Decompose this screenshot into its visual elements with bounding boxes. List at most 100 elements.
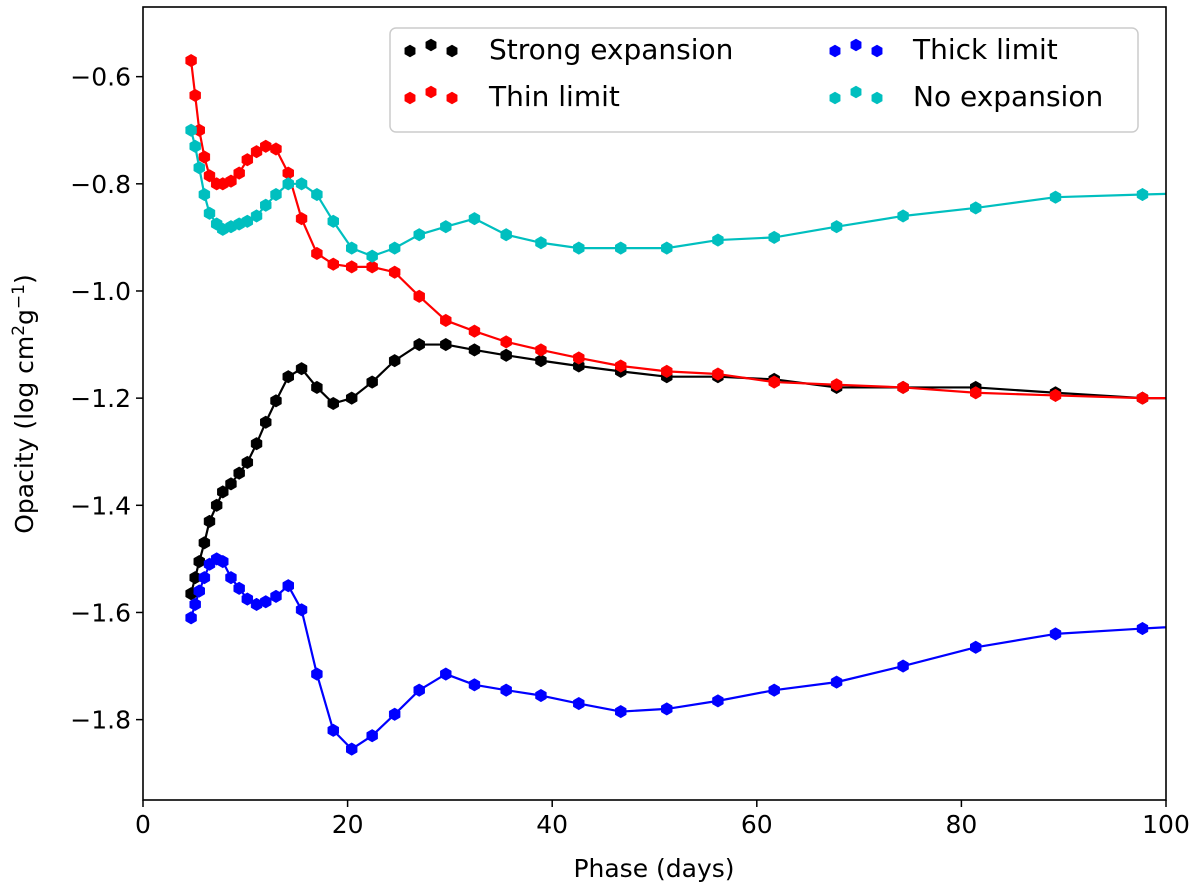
legend-entry: Thin limit: [404, 80, 620, 113]
series-layer: [185, 53, 1166, 756]
data-point: [535, 343, 547, 357]
data-point: [388, 354, 401, 368]
data-point: [366, 260, 378, 274]
data-point: [440, 337, 452, 352]
legend-label: Thick limit: [912, 33, 1058, 66]
data-point: [327, 723, 339, 737]
legend-marker: [850, 38, 862, 52]
data-point: [203, 206, 216, 220]
data-point: [193, 554, 205, 569]
x-tick-label: 100: [1142, 810, 1190, 839]
data-point: [198, 187, 211, 202]
data-point: [241, 455, 254, 470]
data-point: [345, 391, 358, 405]
legend-marker: [871, 44, 883, 58]
x-axis: 0 20 40 60 80 100: [135, 800, 1190, 839]
data-point: [311, 667, 323, 681]
data-point: [661, 364, 673, 378]
data-point: [225, 571, 237, 585]
legend-entry: Strong expansion: [404, 33, 733, 66]
data-point: [233, 581, 245, 595]
data-point: [241, 592, 254, 606]
x-tick-label: 80: [945, 810, 977, 839]
data-point: [413, 683, 425, 697]
series-line: [190, 557, 1166, 751]
legend-marker: [446, 44, 458, 58]
data-point: [468, 324, 481, 338]
data-point: [295, 603, 308, 617]
data-point: [203, 514, 216, 528]
data-point: [260, 198, 272, 212]
y-axis-label: Opacity (log cm2g−1): [9, 274, 39, 534]
data-point: [270, 187, 282, 202]
data-point: [388, 241, 401, 255]
data-point: [413, 228, 425, 242]
data-point: [250, 437, 263, 451]
data-point: [260, 415, 272, 429]
data-point: [185, 611, 197, 625]
data-point: [327, 396, 339, 411]
data-point: [535, 354, 547, 368]
data-point: [768, 683, 780, 697]
data-point: [295, 177, 308, 191]
data-point: [241, 153, 254, 167]
legend-label: Thin limit: [488, 80, 620, 113]
data-point: [233, 466, 245, 480]
data-point: [282, 370, 294, 384]
series-line: [190, 129, 1166, 258]
data-point: [468, 343, 481, 357]
x-tick-label: 0: [135, 810, 151, 839]
x-tick-label: 40: [536, 810, 568, 839]
plot-frame: [142, 6, 1167, 801]
data-point: [500, 683, 512, 697]
data-point: [830, 378, 843, 392]
data-point: [712, 233, 724, 247]
series-strong-expansion: [185, 337, 1166, 601]
legend: Strong expansion Thin limit Thick limit No …: [389, 27, 1139, 133]
data-point: [615, 241, 627, 255]
x-tick-label: 20: [332, 810, 364, 839]
legend-marker: [446, 91, 458, 105]
data-point: [366, 375, 378, 389]
data-point: [311, 187, 323, 202]
data-point: [535, 688, 547, 703]
series-thick-limit: [185, 552, 1166, 756]
data-point: [573, 241, 585, 255]
data-point: [573, 696, 585, 711]
data-point: [1136, 187, 1149, 202]
y-tick-label: −1.0: [70, 277, 131, 306]
legend-label: Strong expansion: [489, 33, 733, 66]
data-point: [233, 166, 245, 180]
y-tick-label: −1.4: [70, 491, 131, 520]
x-tick-label: 60: [741, 810, 773, 839]
data-point: [970, 640, 982, 654]
legend-label: No expansion: [913, 80, 1103, 113]
data-point: [210, 498, 223, 512]
data-point: [295, 212, 308, 226]
data-point: [193, 161, 205, 175]
series-thin-limit: [185, 53, 1166, 405]
data-point: [327, 214, 339, 228]
data-point: [830, 220, 843, 234]
y-tick-label: −0.8: [70, 170, 131, 199]
data-point: [1136, 621, 1149, 636]
data-point: [345, 260, 358, 274]
data-point: [897, 209, 909, 223]
data-point: [970, 201, 982, 215]
data-point: [198, 536, 211, 550]
data-point: [185, 123, 197, 137]
data-point: [897, 380, 909, 395]
y-tick-label: −1.2: [70, 384, 131, 413]
data-point: [282, 579, 294, 593]
legend-marker: [404, 44, 416, 58]
data-point: [661, 241, 673, 255]
data-point: [1049, 190, 1062, 204]
data-point: [970, 386, 982, 400]
legend-marker: [404, 91, 416, 105]
data-point: [897, 659, 909, 673]
data-point: [366, 729, 378, 743]
legend-box: [389, 27, 1139, 133]
data-point: [440, 313, 452, 328]
data-point: [189, 139, 201, 153]
data-point: [327, 257, 339, 271]
